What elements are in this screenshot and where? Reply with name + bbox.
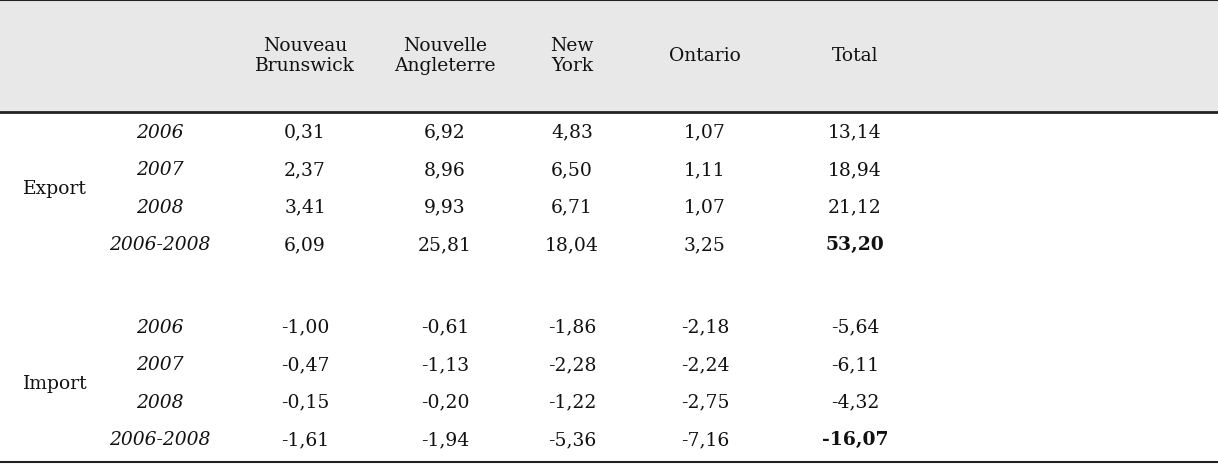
Text: -0,20: -0,20 (420, 394, 469, 412)
Text: 21,12: 21,12 (828, 198, 882, 217)
Text: -1,94: -1,94 (421, 431, 469, 449)
Text: -5,64: -5,64 (831, 319, 879, 336)
Text: Export: Export (23, 180, 86, 198)
Text: -0,47: -0,47 (281, 356, 329, 374)
Text: Nouveau
Brunswick: Nouveau Brunswick (255, 37, 354, 75)
Text: 9,93: 9,93 (424, 198, 465, 217)
Text: -1,13: -1,13 (421, 356, 469, 374)
Text: 2006: 2006 (136, 124, 184, 142)
Text: 6,50: 6,50 (551, 161, 593, 179)
Text: -16,07: -16,07 (822, 431, 888, 449)
Text: 1,07: 1,07 (685, 124, 726, 142)
Text: 6,09: 6,09 (284, 236, 326, 254)
Text: 3,25: 3,25 (685, 236, 726, 254)
Text: 0,31: 0,31 (284, 124, 326, 142)
Text: 3,41: 3,41 (284, 198, 326, 217)
Text: -1,86: -1,86 (548, 319, 596, 336)
Text: -2,24: -2,24 (681, 356, 730, 374)
Text: 25,81: 25,81 (418, 236, 471, 254)
Text: -2,28: -2,28 (548, 356, 597, 374)
Text: 13,14: 13,14 (828, 124, 882, 142)
Text: 2007: 2007 (136, 356, 184, 374)
Text: -1,61: -1,61 (281, 431, 329, 449)
Text: -1,22: -1,22 (548, 394, 596, 412)
Text: 1,07: 1,07 (685, 198, 726, 217)
Text: -6,11: -6,11 (831, 356, 879, 374)
Text: -5,36: -5,36 (548, 431, 596, 449)
Text: 4,83: 4,83 (551, 124, 593, 142)
FancyBboxPatch shape (0, 0, 1218, 112)
Text: 8,96: 8,96 (424, 161, 465, 179)
Text: 2007: 2007 (136, 161, 184, 179)
Text: -4,32: -4,32 (831, 394, 879, 412)
Text: 6,71: 6,71 (551, 198, 593, 217)
Text: -0,61: -0,61 (421, 319, 469, 336)
Text: Ontario: Ontario (669, 47, 741, 65)
Text: -2,75: -2,75 (681, 394, 730, 412)
Text: 2008: 2008 (136, 394, 184, 412)
Text: 2006-2008: 2006-2008 (110, 236, 211, 254)
Text: -0,15: -0,15 (281, 394, 329, 412)
Text: 1,11: 1,11 (685, 161, 726, 179)
Text: 2,37: 2,37 (284, 161, 326, 179)
Text: 6,92: 6,92 (424, 124, 465, 142)
Text: Import: Import (23, 375, 88, 393)
Text: 2008: 2008 (136, 198, 184, 217)
Text: 18,04: 18,04 (546, 236, 599, 254)
Text: 2006-2008: 2006-2008 (110, 431, 211, 449)
Text: -7,16: -7,16 (681, 431, 730, 449)
Text: 18,94: 18,94 (828, 161, 882, 179)
Text: Total: Total (832, 47, 878, 65)
Text: 2006: 2006 (136, 319, 184, 336)
Text: -1,00: -1,00 (281, 319, 329, 336)
Text: Nouvelle
Angleterre: Nouvelle Angleterre (395, 37, 496, 75)
Text: New
York: New York (551, 37, 593, 75)
Text: -2,18: -2,18 (681, 319, 730, 336)
Text: 53,20: 53,20 (826, 236, 884, 254)
